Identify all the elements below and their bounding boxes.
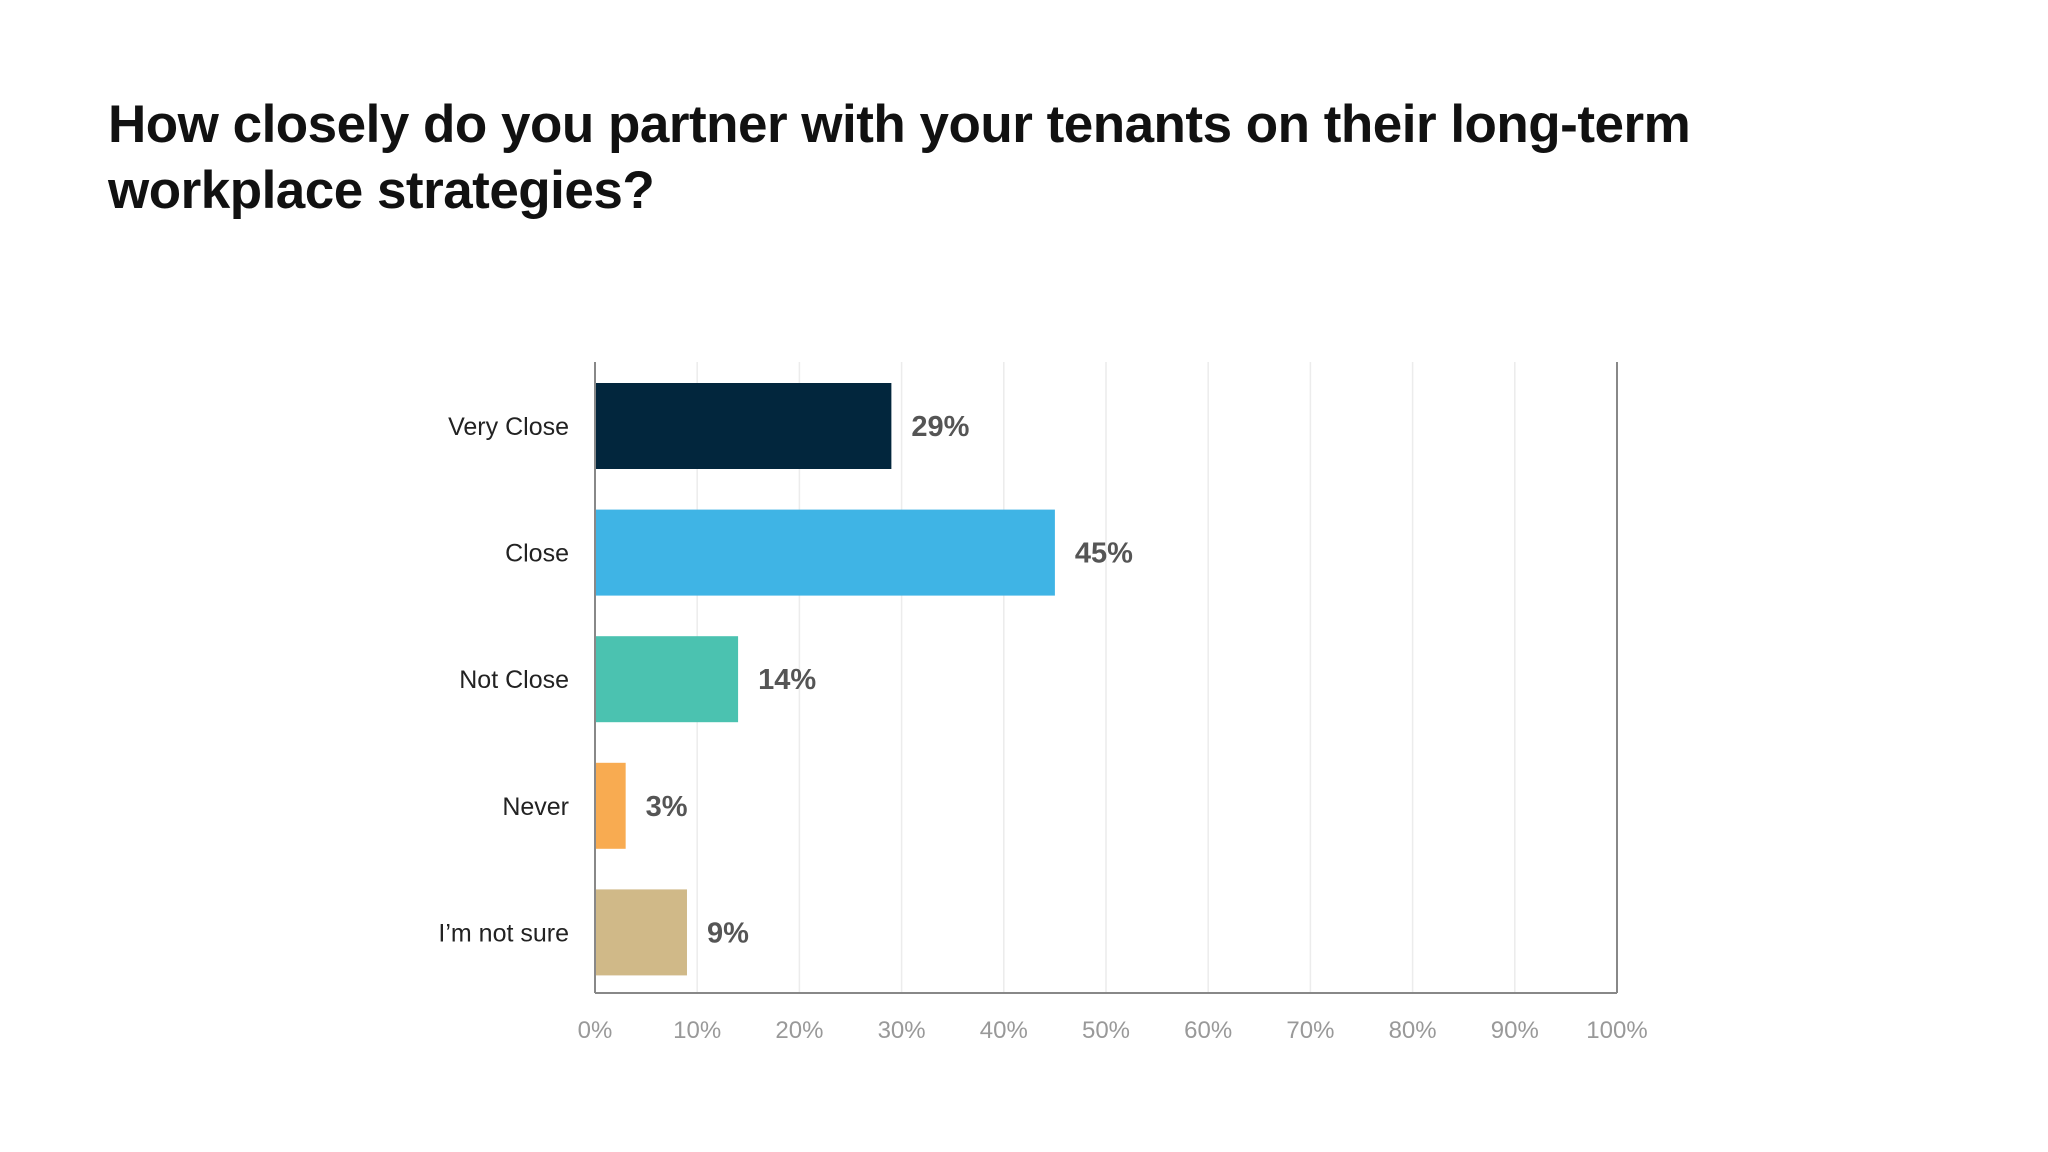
x-tick-label: 10% [673, 1017, 721, 1044]
x-tick-label: 60% [1184, 1017, 1232, 1044]
x-tick-label: 0% [578, 1017, 613, 1044]
bar-0 [595, 383, 892, 469]
category-label: Very Close [448, 413, 569, 441]
x-tick-label: 20% [775, 1017, 823, 1044]
x-tick-label: 70% [1286, 1017, 1334, 1044]
data-label: 9% [707, 917, 749, 949]
data-label: 45% [1075, 538, 1133, 570]
category-label: Not Close [459, 666, 569, 694]
x-tick-label: 100% [1586, 1017, 1647, 1044]
category-label: I’m not sure [438, 919, 569, 947]
x-tick-label: 80% [1389, 1017, 1437, 1044]
data-label: 3% [646, 791, 688, 823]
category-label: Never [502, 793, 569, 821]
x-tick-label: 40% [980, 1017, 1028, 1044]
x-tick-label: 90% [1491, 1017, 1539, 1044]
category-label: Close [505, 540, 569, 568]
bar-2 [595, 636, 739, 723]
x-tick-label: 30% [878, 1017, 926, 1044]
x-tick-label: 50% [1082, 1017, 1130, 1044]
data-label: 29% [911, 411, 969, 443]
bar-3 [595, 762, 626, 849]
bar-4 [595, 889, 687, 976]
chart-title: How closely do you partner with your ten… [108, 95, 1691, 220]
data-label: 14% [758, 664, 816, 696]
bar-1 [595, 509, 1055, 596]
